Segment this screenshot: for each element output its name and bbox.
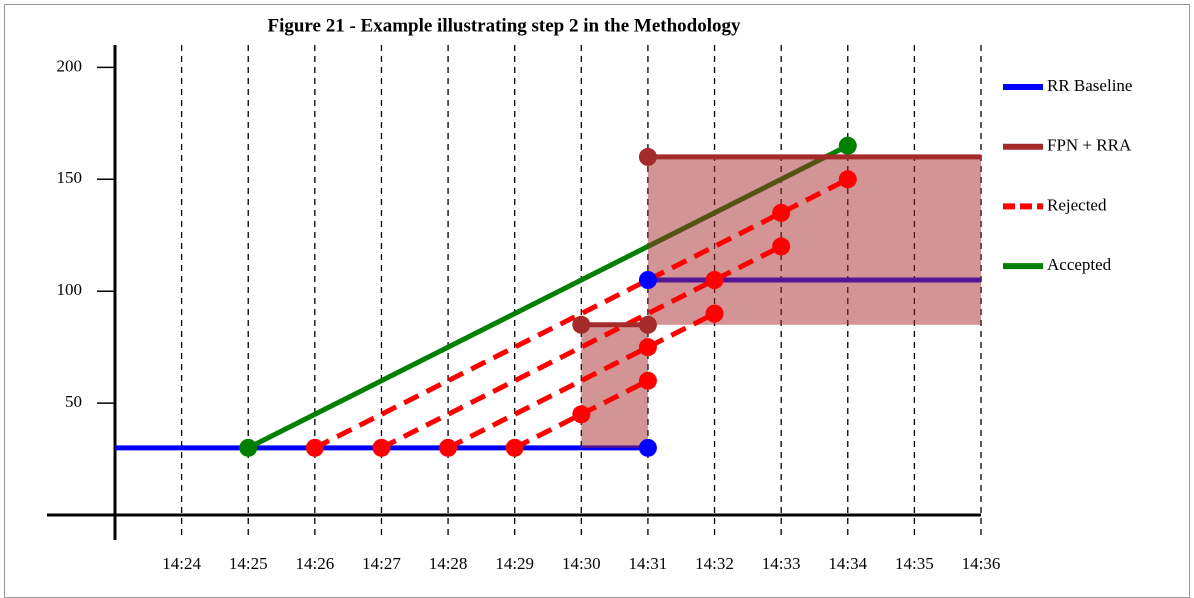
x-tick-label: 14:28: [429, 554, 468, 573]
x-tick-label: 14:30: [562, 554, 601, 573]
point: [439, 438, 458, 457]
point: [572, 405, 591, 424]
point: [705, 271, 724, 289]
x-tick-label: 14:29: [495, 554, 534, 573]
point: [772, 237, 791, 256]
x-tick-label: 14:36: [962, 554, 1001, 573]
point: [772, 203, 791, 222]
point: [838, 170, 857, 189]
range-area: [647, 156, 981, 325]
point: [638, 147, 657, 166]
x-tick-label: 14:27: [362, 554, 401, 573]
point: [638, 338, 657, 357]
x-tick-label: 14:32: [695, 554, 734, 573]
legend-label: Rejected: [1047, 195, 1107, 214]
point: [638, 271, 657, 289]
legend-label: Accepted: [1047, 255, 1112, 274]
x-tick-label: 14:34: [828, 554, 867, 573]
point: [305, 438, 324, 457]
chart-title: Figure 21 - Example illustrating step 2 …: [267, 15, 741, 36]
point: [705, 304, 724, 323]
y-tick-label: 150: [57, 168, 83, 187]
point: [572, 315, 591, 334]
x-tick-label: 14:25: [229, 554, 268, 573]
point: [372, 438, 391, 457]
point: [638, 438, 657, 457]
x-tick-label: 14:31: [629, 554, 668, 573]
x-tick-label: 14:26: [295, 554, 334, 573]
point: [638, 371, 657, 390]
x-tick-label: 14:35: [895, 554, 934, 573]
point: [505, 438, 524, 457]
x-tick-label: 14:24: [162, 554, 201, 573]
legend-label: RR Baseline: [1047, 76, 1132, 95]
point: [239, 438, 258, 457]
point: [838, 136, 857, 155]
x-tick-label: 14:33: [762, 554, 801, 573]
y-tick-label: 100: [57, 280, 83, 299]
y-tick-label: 200: [57, 56, 83, 75]
legend-label: FPN + RRA: [1047, 136, 1132, 155]
point: [638, 315, 657, 334]
y-tick-label: 50: [65, 392, 82, 411]
frame: [4, 4, 1190, 598]
